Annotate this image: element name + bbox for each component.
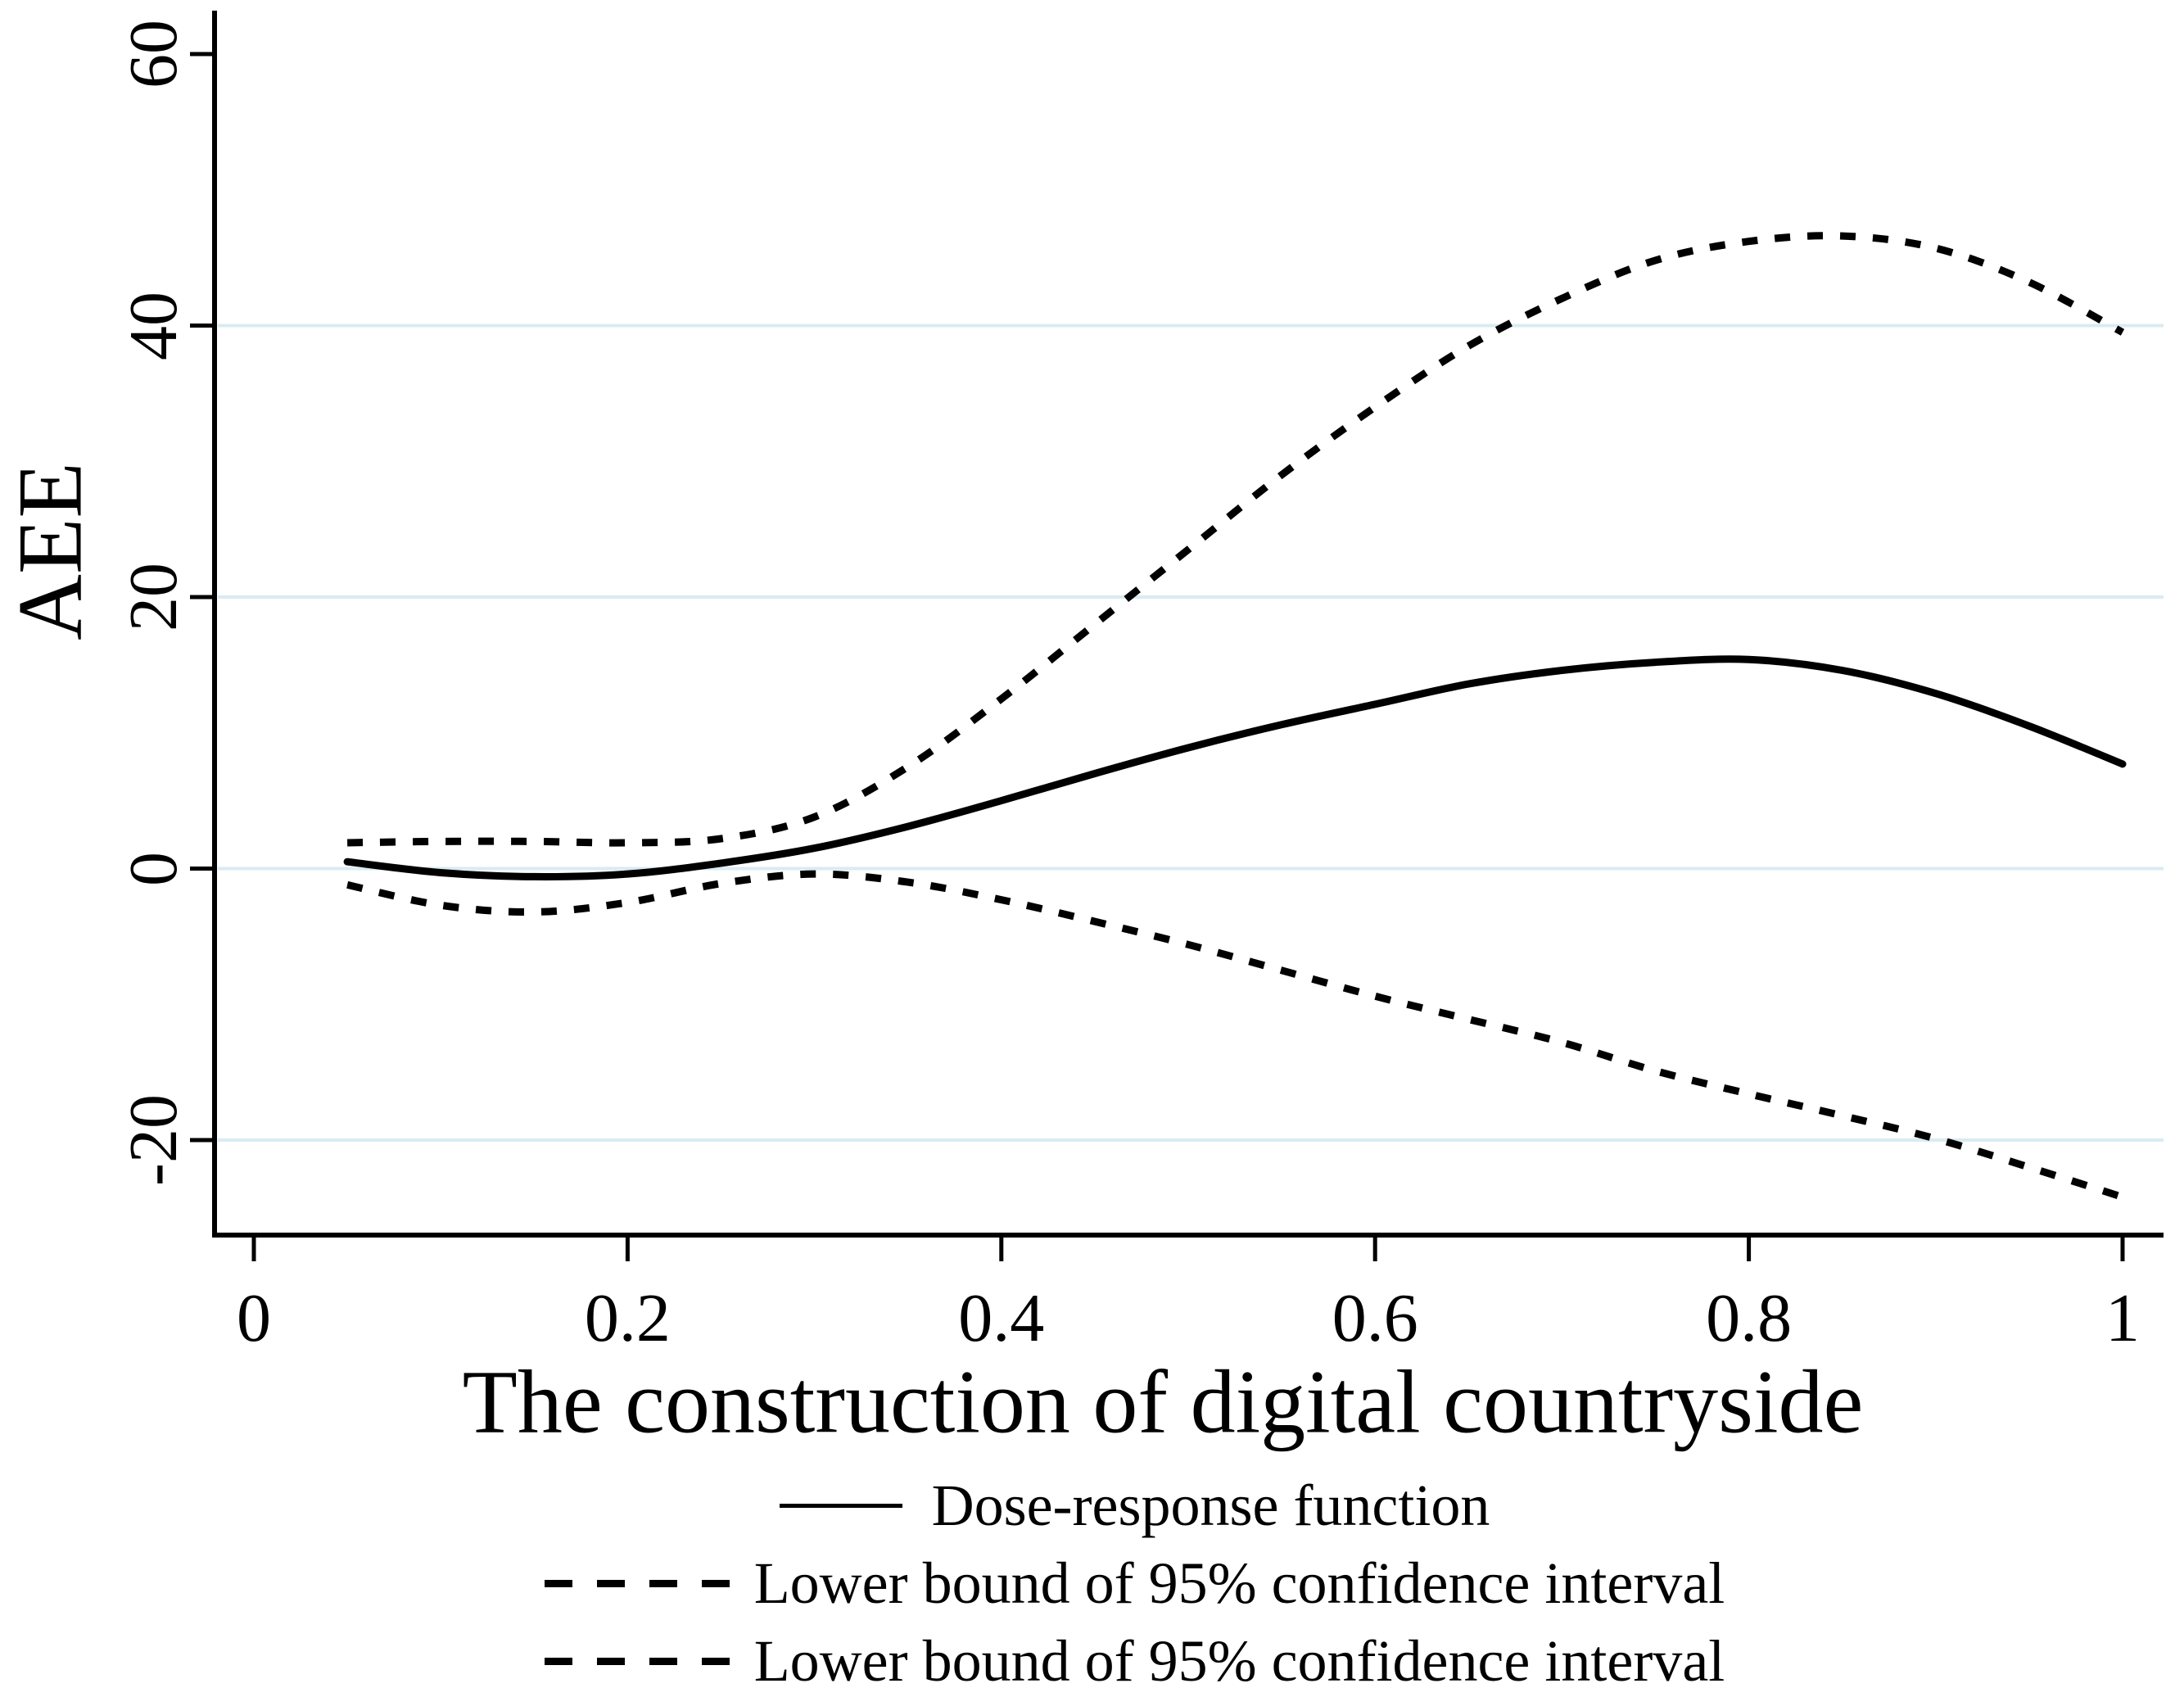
y-axis-title: AEE	[0, 462, 102, 640]
series-line-point_estimate	[343, 655, 2127, 880]
x-tick-label: 0.8	[1706, 1280, 1793, 1356]
dashed-line-swatch	[649, 1580, 677, 1588]
y-tick-label: 40	[115, 291, 192, 360]
y-tick-label: 20	[115, 563, 192, 631]
legend-label: Lower bound of 95% confidence interval	[753, 1628, 1725, 1688]
legend: Dose-response function Lower bound of 95…	[0, 1473, 2184, 1688]
y-tick-label: 0	[115, 851, 192, 886]
series-line-upper_bound_curve	[347, 232, 2125, 847]
x-tick-label: 0.6	[1332, 1280, 1418, 1356]
legend-label: Lower bound of 95% confidence interval	[753, 1550, 1725, 1617]
legend-item-upper-bound: Lower bound of 95% confidence interval	[544, 1550, 1725, 1617]
x-tick-label: 0.4	[958, 1280, 1045, 1356]
solid-line-swatch	[779, 1504, 902, 1509]
series-line-lower_bound_curve	[346, 870, 2124, 1201]
x-axis-title: The construction of digital countryside	[462, 1351, 1864, 1452]
dashed-line-swatch	[596, 1580, 625, 1588]
x-tick-label: 1	[2105, 1280, 2140, 1356]
gridlines	[218, 324, 2164, 1142]
dashed-line-swatch	[649, 1658, 677, 1666]
dashed-line-swatch	[596, 1658, 625, 1666]
tick-marks	[190, 52, 2125, 1261]
legend-item-lower-bound: Lower bound of 95% confidence interval	[544, 1628, 1725, 1688]
dashed-line-swatch	[544, 1658, 572, 1666]
dashed-line-swatch	[701, 1580, 730, 1588]
legend-label: Dose-response function	[931, 1473, 1490, 1538]
x-tick-label: 0.2	[584, 1280, 671, 1356]
axes	[212, 11, 2164, 1238]
x-tick-label: 0	[237, 1280, 271, 1356]
dashed-line-swatch	[701, 1658, 730, 1666]
y-tick-label: -20	[115, 1094, 192, 1186]
legend-item-dose-response: Dose-response function	[779, 1473, 1490, 1538]
dashed-line-swatch	[544, 1580, 572, 1588]
series-lines	[343, 232, 2127, 1201]
y-tick-label: 60	[115, 20, 192, 88]
